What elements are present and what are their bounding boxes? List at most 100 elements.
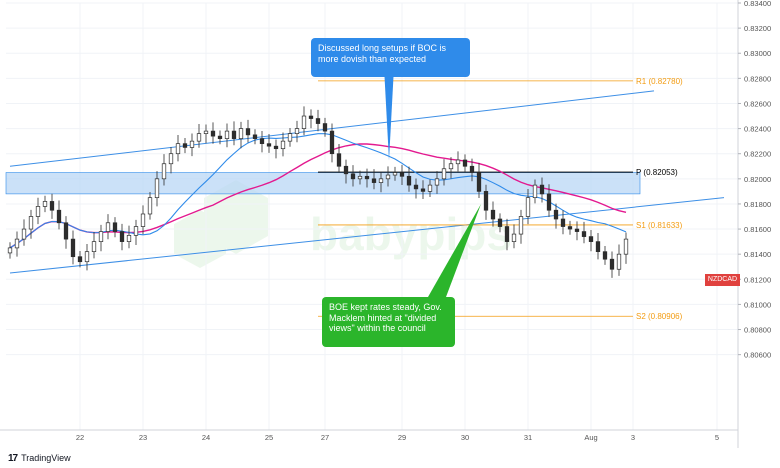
candle-body xyxy=(455,159,461,165)
candle-body xyxy=(469,165,475,173)
candle-body xyxy=(161,163,167,180)
candle-body xyxy=(28,216,34,230)
candle-body xyxy=(518,216,524,235)
footer-branding: 17 TradingView xyxy=(8,452,71,464)
price-tick-label: 0.80600 xyxy=(744,351,771,360)
candle-body xyxy=(308,115,314,119)
candle-body xyxy=(280,140,286,150)
candle-body xyxy=(392,172,398,176)
price-tick-label: 0.81200 xyxy=(744,275,771,284)
candle-body xyxy=(336,153,342,167)
candle-body xyxy=(350,173,356,180)
candle-body xyxy=(371,178,377,183)
price-tick-label: 0.83200 xyxy=(744,24,771,33)
candle-body xyxy=(602,251,608,260)
candle-body xyxy=(434,178,440,186)
price-tick-label: 0.81800 xyxy=(744,200,771,209)
candle-body xyxy=(63,222,69,240)
candle-body xyxy=(406,175,412,186)
pivot-label-s2: S2 (0.80906) xyxy=(636,312,683,321)
candle-body xyxy=(126,234,132,242)
time-tick-label: 30 xyxy=(461,433,469,442)
candle-body xyxy=(567,226,573,230)
time-tick-label: 24 xyxy=(202,433,210,442)
price-tick-label: 0.81000 xyxy=(744,300,771,309)
candle-body xyxy=(70,238,76,258)
candle-body xyxy=(385,174,391,180)
svg-text:babypips: babypips xyxy=(310,208,512,260)
candle-body xyxy=(448,163,454,170)
candle-body xyxy=(91,241,97,253)
candle-body xyxy=(21,228,27,240)
candle-body xyxy=(98,231,104,242)
candle-body xyxy=(427,184,433,192)
pivot-label-s1: S1 (0.81633) xyxy=(636,221,683,230)
moving-average-fast xyxy=(9,133,627,249)
candle-body xyxy=(35,206,41,217)
callout-boc-pointer xyxy=(384,67,394,161)
time-tick-label: 22 xyxy=(76,433,84,442)
price-tick-label: 0.82600 xyxy=(744,99,771,108)
price-tick-label: 0.81400 xyxy=(744,250,771,259)
candle-body xyxy=(364,175,370,180)
time-tick-label: Aug xyxy=(584,433,597,442)
candle-body xyxy=(119,231,125,242)
candle-body xyxy=(476,172,482,192)
candle-body xyxy=(441,168,447,180)
callout-boc-note: Discussed long setups if BOC is more dov… xyxy=(311,38,470,77)
candle-body xyxy=(420,188,426,192)
candle-body xyxy=(189,140,195,148)
price-tick-label: 0.80800 xyxy=(744,326,771,335)
candle-body xyxy=(490,209,496,220)
candle-body xyxy=(154,178,160,199)
candle-body xyxy=(504,226,510,242)
time-tick-label: 29 xyxy=(398,433,406,442)
price-tick-label: 0.82400 xyxy=(744,125,771,134)
candle-body xyxy=(343,165,349,175)
price-tick-label: 0.82000 xyxy=(744,175,771,184)
moving-average-slow xyxy=(9,143,627,249)
price-tick-label: 0.81600 xyxy=(744,225,771,234)
candle-body xyxy=(357,175,363,180)
candle-body xyxy=(238,128,244,139)
candle-body xyxy=(259,138,265,145)
channel-lower-line xyxy=(9,197,725,274)
candle-body xyxy=(175,143,181,155)
candle-body xyxy=(203,130,209,134)
candle-body xyxy=(224,130,230,139)
symbol-price-tag: NZDCAD xyxy=(705,274,740,286)
candle-body xyxy=(77,256,83,263)
candle-body xyxy=(595,241,601,253)
candle-body xyxy=(609,258,615,270)
candle-body xyxy=(252,134,258,139)
candle-body xyxy=(511,233,517,242)
candle-body xyxy=(196,133,202,142)
candle-body xyxy=(462,159,468,167)
candle-body xyxy=(623,238,629,255)
callout-boe-note: BOE kept rates steady, Gov. Macklem hint… xyxy=(322,297,455,347)
resistance-zone xyxy=(5,172,641,195)
candle-body xyxy=(294,128,300,134)
candle-body xyxy=(329,130,335,155)
candle-body xyxy=(14,238,20,249)
candle-body xyxy=(266,143,272,147)
candle-body xyxy=(7,247,13,254)
candle-body xyxy=(273,145,279,150)
candle-body xyxy=(553,209,559,220)
candle-body xyxy=(140,213,146,227)
candle-body xyxy=(245,128,251,136)
candle-body xyxy=(588,236,594,242)
candle-body xyxy=(112,222,118,232)
candle-body xyxy=(105,222,111,232)
tradingview-brand-text[interactable]: TradingView xyxy=(21,453,71,463)
pivot-label-p: P (0.82053) xyxy=(636,168,678,177)
price-tick-label: 0.82200 xyxy=(744,150,771,159)
candle-body xyxy=(539,184,545,195)
candle-body xyxy=(525,197,531,217)
candle-body xyxy=(84,251,90,263)
candle-body xyxy=(413,184,419,190)
price-tick-label: 0.82800 xyxy=(744,74,771,83)
tradingview-logo-icon: 17 xyxy=(8,452,18,464)
candle-body xyxy=(315,118,321,124)
candle-body xyxy=(497,218,503,227)
